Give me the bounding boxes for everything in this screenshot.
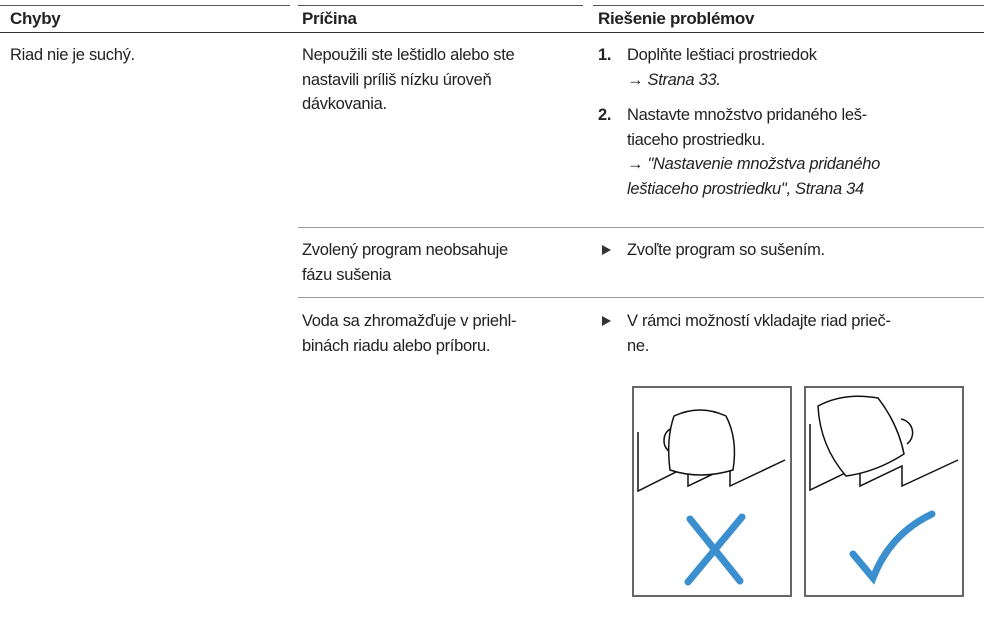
reference: leštiaceho prostriedku", Strana 34 xyxy=(627,179,864,198)
solution: Zvoľte program so sušením. xyxy=(627,238,825,263)
line: binách riadu alebo príboru. xyxy=(302,336,491,355)
line: tiaceho prostriedku. xyxy=(627,130,765,149)
bullet xyxy=(602,316,611,326)
header-cell: Chyby xyxy=(10,9,61,28)
line: ne. xyxy=(627,336,650,355)
reference: → "Nastavenie množstva pridaného xyxy=(627,155,881,173)
line: Nepoužili ste leštidlo alebo ste xyxy=(302,46,515,64)
bullet xyxy=(602,245,611,255)
rule xyxy=(298,297,984,298)
step-number: 2. xyxy=(598,106,612,124)
header-cell: Príčina xyxy=(302,9,357,28)
rule xyxy=(298,227,984,228)
line: V rámci možností vkladajte riad prieč- xyxy=(627,312,891,330)
cause: Zvolený program neobsahuje fázu sušenia xyxy=(302,238,508,287)
line: dávkovania. xyxy=(302,95,387,113)
step: Doplňte leštiaci prostriedok → Strana 33… xyxy=(627,43,817,92)
fault: Riad nie je suchý. xyxy=(10,46,135,64)
line: Doplňte leštiaci prostriedok xyxy=(627,46,817,64)
line: Nastavte množstvo pridaného leš- xyxy=(627,106,867,124)
rule xyxy=(298,5,583,6)
cause: Nepoužili ste leštidlo alebo ste nastavi… xyxy=(302,43,515,117)
rule xyxy=(593,5,984,6)
cause: Voda sa zhromažďuje v priehl- binách ria… xyxy=(302,309,517,358)
illustration xyxy=(632,386,964,597)
line: fázu sušenia xyxy=(302,265,392,284)
line: Zvoľte program so sušením. xyxy=(627,241,825,259)
solution: V rámci možností vkladajte riad prieč- n… xyxy=(627,309,891,358)
rule xyxy=(0,32,984,33)
line: nastavili príliš nízku úroveň xyxy=(302,70,492,89)
step-number: 1. xyxy=(598,46,612,64)
line: Zvolený program neobsahuje xyxy=(302,241,508,259)
step: Nastavte množstvo pridaného leš- tiaceho… xyxy=(627,103,880,201)
rule xyxy=(0,5,290,6)
reference: → Strana 33. xyxy=(627,70,721,89)
header-cell: Riešenie problémov xyxy=(598,9,755,28)
line: Voda sa zhromažďuje v priehl- xyxy=(302,312,517,330)
